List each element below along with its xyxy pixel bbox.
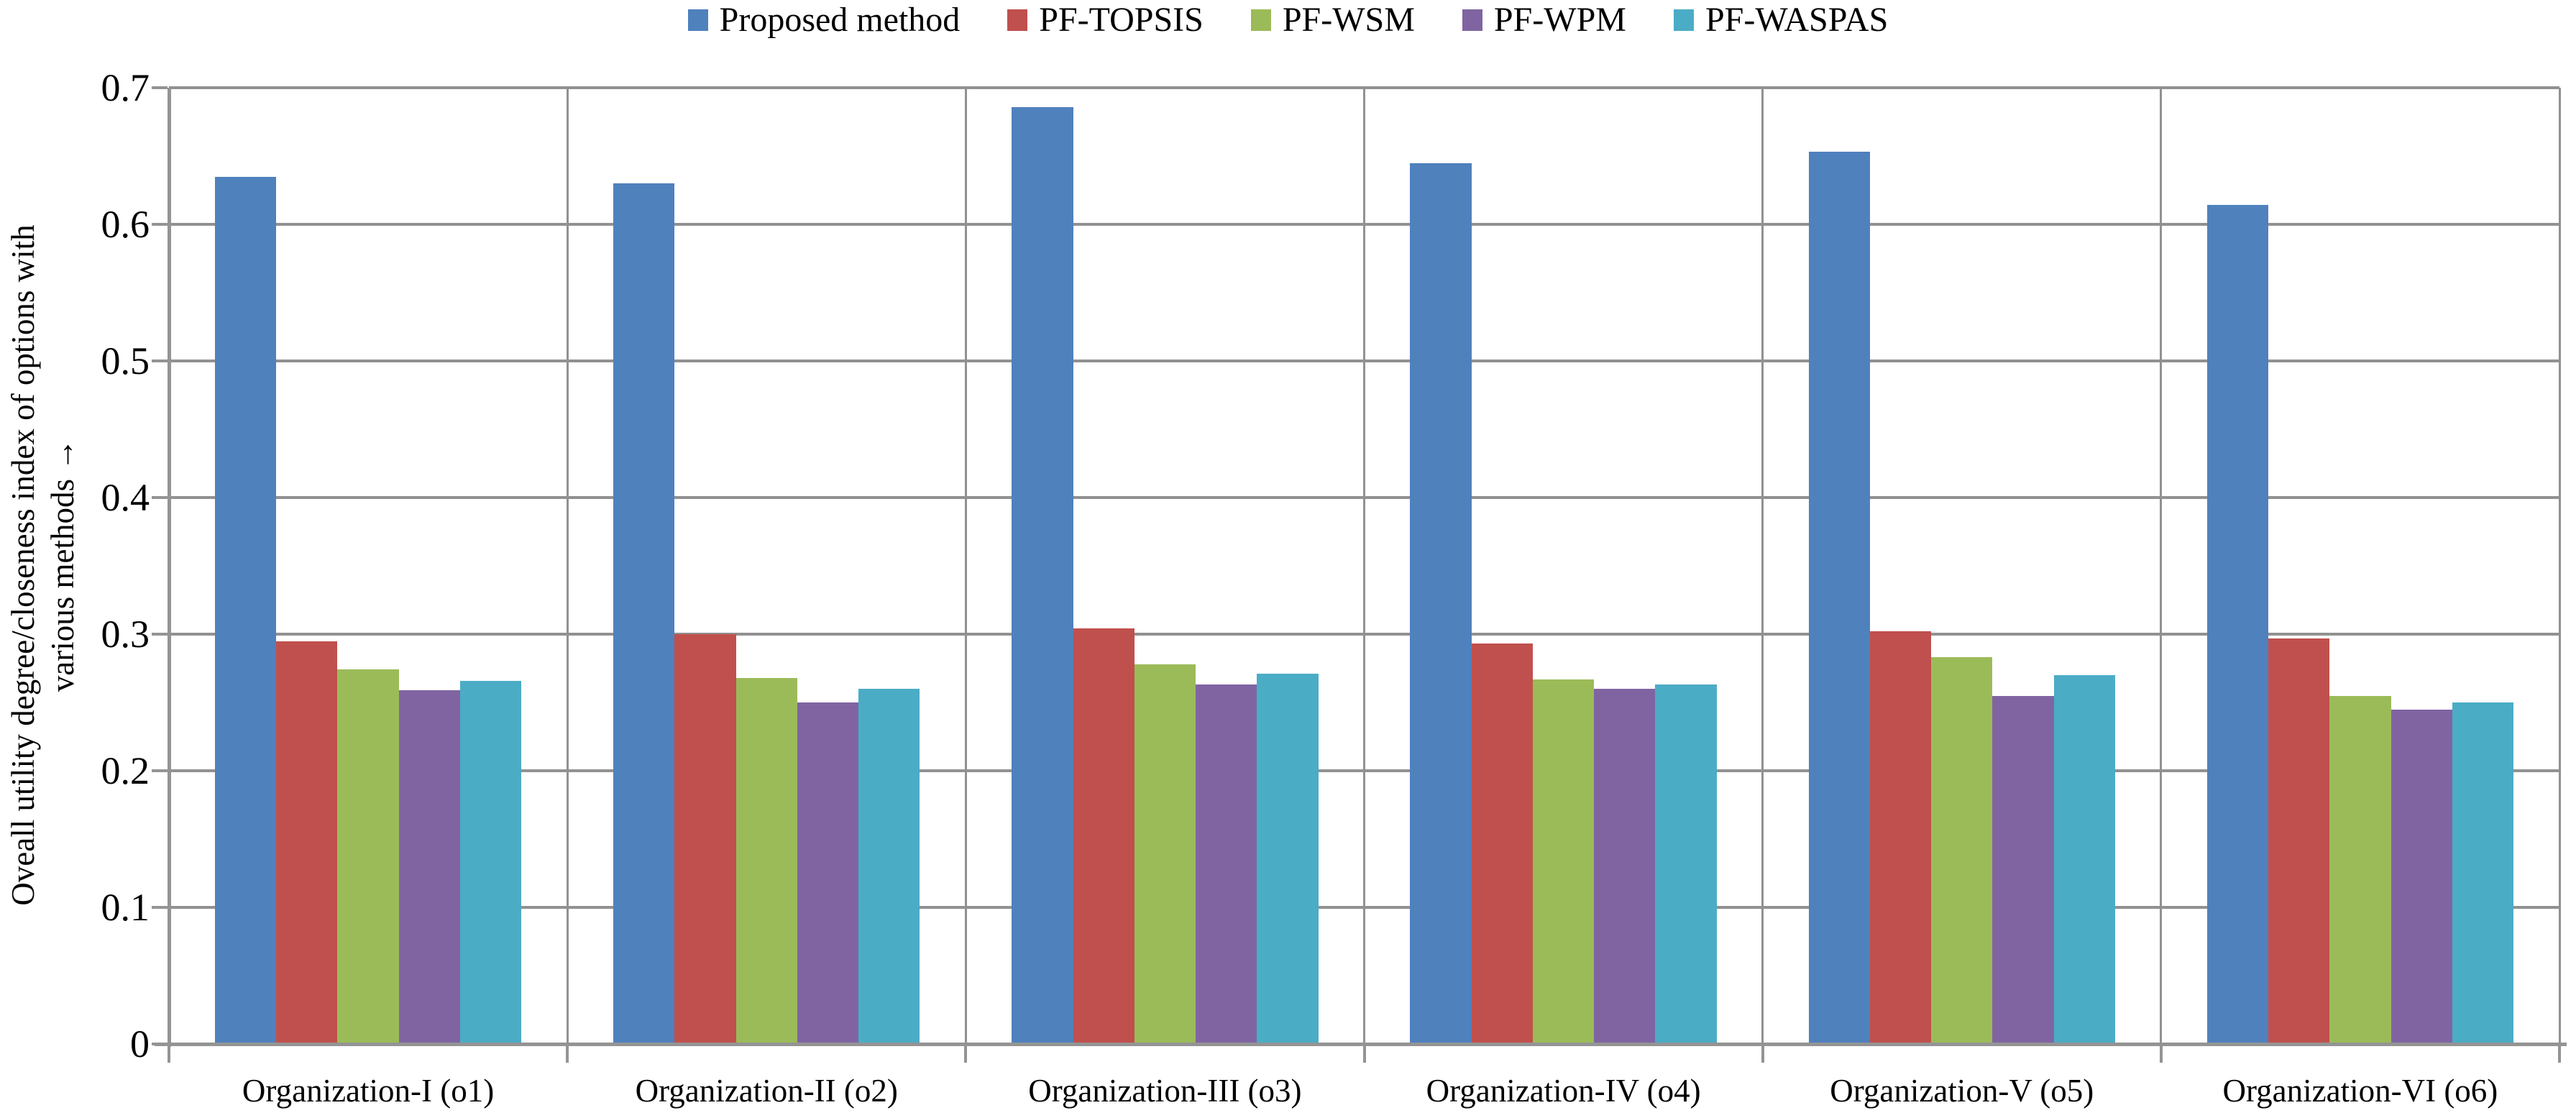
y-axis-tick-mark [152, 86, 168, 89]
legend-swatch-icon [1250, 9, 1271, 31]
bar [2452, 702, 2514, 1044]
x-axis-tick-mark [1761, 1044, 1764, 1063]
x-axis-tick-mark [566, 1044, 569, 1063]
bar [674, 634, 736, 1044]
bar [2329, 695, 2391, 1044]
gridline-vertical [566, 88, 569, 1044]
bar [2268, 638, 2330, 1044]
bar [1073, 628, 1135, 1044]
gridline-vertical [964, 88, 967, 1044]
legend-item: Proposed method [687, 1, 961, 39]
legend-swatch-icon [1462, 9, 1482, 31]
bar [1808, 152, 1870, 1044]
bar [1196, 684, 1257, 1044]
y-tick-label: 0.7 [101, 66, 150, 109]
bar [214, 176, 277, 1044]
y-tick-label: 0.6 [101, 203, 150, 246]
legend-item: PF-WPM [1462, 1, 1626, 39]
gridline-vertical [2160, 88, 2163, 1044]
x-axis-tick-mark [2159, 1044, 2163, 1063]
legend: Proposed method PF-TOPSIS PF-WSM PF-WPM PF-W… [0, 1, 2576, 39]
legend-item: PF-TOPSIS [1007, 1, 1204, 39]
bar [1410, 162, 1472, 1044]
x-category-label: Organization-VI (o6) [2222, 1073, 2498, 1109]
gridline-vertical [1363, 88, 1365, 1044]
legend-swatch-icon [687, 9, 708, 31]
x-category-label: Organization-V (o5) [1830, 1073, 2094, 1109]
x-axis-line [155, 1043, 2567, 1046]
legend-swatch-icon [1007, 9, 1028, 31]
bar [337, 669, 399, 1044]
bar [1931, 657, 1993, 1044]
bar [1012, 106, 1073, 1044]
y-axis-tick-mark [152, 359, 168, 362]
bar [1992, 695, 2054, 1044]
legend-item: PF-WSM [1250, 1, 1415, 39]
legend-label: Proposed method [719, 1, 961, 39]
x-axis-tick-mark [964, 1044, 968, 1063]
y-tick-label: 0 [130, 1022, 150, 1066]
y-axis-tick-mark [152, 769, 168, 772]
bar [1471, 643, 1533, 1044]
y-tick-label: 0.4 [101, 476, 150, 519]
bar [735, 677, 797, 1044]
legend-label: PF-TOPSIS [1039, 1, 1204, 39]
y-axis-tick-mark [152, 496, 168, 499]
bar [1532, 679, 1595, 1044]
legend-swatch-icon [1673, 9, 1694, 31]
legend-label: PF-WASPAS [1705, 1, 1889, 39]
bar [2053, 675, 2115, 1044]
bar [858, 689, 920, 1044]
x-axis-tick-mark [168, 1044, 170, 1063]
legend-label: PF-WSM [1282, 1, 1415, 39]
bar [1869, 631, 1932, 1044]
bar [276, 641, 338, 1044]
bar [2391, 709, 2452, 1044]
bar [1257, 674, 1319, 1044]
bar [1134, 664, 1196, 1044]
x-category-label: Organization-IV (o4) [1426, 1073, 1701, 1109]
y-axis-tick-mark [152, 223, 168, 226]
bar [797, 702, 859, 1044]
x-axis-tick-mark [1362, 1044, 1366, 1063]
bar [2206, 205, 2269, 1044]
bar [613, 183, 675, 1044]
y-tick-label: 0.1 [101, 886, 150, 929]
x-axis-tick-mark [2558, 1044, 2561, 1063]
gridline-vertical [1761, 88, 1764, 1044]
y-axis-line [168, 88, 171, 1047]
bar [1594, 689, 1656, 1044]
y-tick-label: 0.2 [101, 749, 150, 792]
x-category-label: Organization-I (o1) [242, 1073, 495, 1109]
legend-item: PF-WASPAS [1673, 1, 1889, 39]
bar [1655, 684, 1717, 1044]
bar [398, 690, 460, 1044]
x-category-label: Organization-II (o2) [635, 1073, 898, 1109]
y-axis-tick-mark [152, 906, 168, 909]
y-tick-label: 0.5 [101, 339, 150, 383]
x-category-label: Organization-III (o3) [1028, 1073, 1302, 1109]
y-tick-label: 0.3 [101, 613, 150, 656]
legend-label: PF-WPM [1493, 1, 1626, 39]
y-axis-tick-mark [152, 633, 168, 636]
bar [459, 680, 522, 1044]
gridline-vertical [2558, 88, 2561, 1044]
